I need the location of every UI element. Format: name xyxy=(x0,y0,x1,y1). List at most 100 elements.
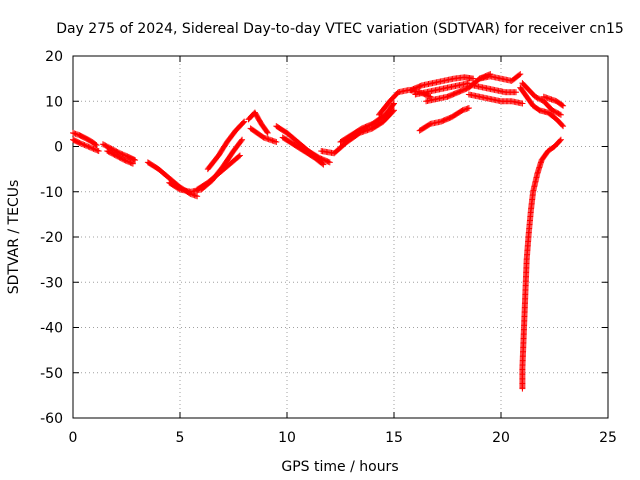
track-marker xyxy=(263,127,270,134)
track-marker xyxy=(127,159,134,166)
track-marker xyxy=(389,102,396,109)
track-marker xyxy=(81,142,88,149)
track-marker xyxy=(516,71,523,78)
track-marker xyxy=(496,75,503,82)
track-marker xyxy=(90,145,97,152)
track-marker xyxy=(452,90,459,97)
track-marker xyxy=(558,102,565,109)
track-marker xyxy=(128,160,135,167)
track-marker xyxy=(555,110,562,117)
track-marker xyxy=(485,95,492,102)
track-marker xyxy=(84,143,91,150)
track-marker xyxy=(432,87,439,94)
x-axis-label: GPS time / hours xyxy=(281,459,398,475)
y-tick-label: -60 xyxy=(40,411,63,427)
x-tick-label: 20 xyxy=(492,430,510,446)
track-marker xyxy=(86,144,93,151)
track-marker xyxy=(446,115,453,122)
track-marker xyxy=(94,147,101,154)
track-marker xyxy=(74,138,81,145)
track-marker xyxy=(551,114,558,121)
track-marker xyxy=(87,137,94,144)
track-marker xyxy=(229,150,236,157)
data-point xyxy=(95,148,102,155)
track-marker xyxy=(534,171,541,178)
grid xyxy=(73,56,608,418)
track-marker xyxy=(265,136,272,143)
track-marker xyxy=(356,126,363,133)
track-marker xyxy=(319,160,326,167)
track-marker xyxy=(240,119,247,126)
track-marker xyxy=(390,101,397,108)
track-marker xyxy=(443,84,450,91)
data-point xyxy=(82,142,89,149)
track-marker xyxy=(425,92,432,99)
track-marker xyxy=(237,138,244,145)
track-marker xyxy=(428,80,435,87)
track-marker xyxy=(288,139,295,146)
data-points xyxy=(70,71,567,392)
track-marker xyxy=(251,128,258,135)
y-tick-label: 20 xyxy=(45,49,63,65)
track-marker xyxy=(432,96,439,103)
track-marker xyxy=(557,101,564,108)
track-marker xyxy=(239,120,246,127)
track-marker xyxy=(192,192,199,199)
track-marker xyxy=(123,152,130,159)
track-marker xyxy=(416,83,423,90)
y-tick-labels: -60 -50 -40 -30 -20 -10 0 10 20 xyxy=(40,49,63,427)
track-marker xyxy=(518,100,525,107)
y-tick-label: -40 xyxy=(40,321,63,337)
track-marker xyxy=(425,122,432,129)
x-tick-label: 25 xyxy=(599,430,617,446)
track-marker xyxy=(174,185,181,192)
axis-ticks xyxy=(72,55,609,419)
track-marker xyxy=(78,140,85,147)
track-marker xyxy=(325,158,332,165)
track-marker xyxy=(85,143,92,150)
data-point xyxy=(89,145,96,152)
chart-title: Day 275 of 2024, Sidereal Day-to-day VTE… xyxy=(56,21,624,37)
track-marker xyxy=(421,89,428,96)
track-marker xyxy=(281,128,288,135)
track-marker xyxy=(272,138,279,145)
track-marker xyxy=(453,82,460,89)
track-marker xyxy=(549,145,556,152)
track-marker xyxy=(463,85,470,92)
track-marker xyxy=(130,156,137,163)
track-marker xyxy=(511,89,518,96)
track-marker xyxy=(393,91,400,98)
y-tick-label: 0 xyxy=(54,140,63,156)
track-marker xyxy=(222,141,229,148)
track-marker xyxy=(153,164,160,171)
track-marker xyxy=(464,105,471,112)
x-tick-label: 15 xyxy=(385,430,403,446)
x-tick-labels: 0 5 10 15 20 25 xyxy=(69,430,617,446)
track-marker xyxy=(87,144,94,151)
track-marker xyxy=(80,141,87,148)
track-marker xyxy=(114,148,121,155)
track-marker xyxy=(515,72,522,79)
track-marker xyxy=(309,153,316,160)
track-marker xyxy=(258,132,265,139)
track-marker xyxy=(346,133,353,140)
track-marker xyxy=(523,84,530,91)
track-marker xyxy=(490,86,497,93)
track-marker xyxy=(530,91,537,98)
track-marker xyxy=(257,118,264,125)
track-marker xyxy=(238,137,245,144)
y-axis-label: SDTVAR / TECUs xyxy=(6,180,22,295)
track-marker xyxy=(558,121,565,128)
y-tick-label: -50 xyxy=(40,366,63,382)
track-marker xyxy=(457,108,464,115)
track-marker xyxy=(468,75,475,82)
track-marker xyxy=(106,144,113,151)
track-marker xyxy=(118,155,125,162)
y-tick-label: -20 xyxy=(40,230,63,246)
track-marker xyxy=(556,138,563,145)
track-marker xyxy=(318,159,325,166)
track-marker xyxy=(557,137,564,144)
track-marker xyxy=(556,111,563,118)
track-marker xyxy=(479,84,486,91)
